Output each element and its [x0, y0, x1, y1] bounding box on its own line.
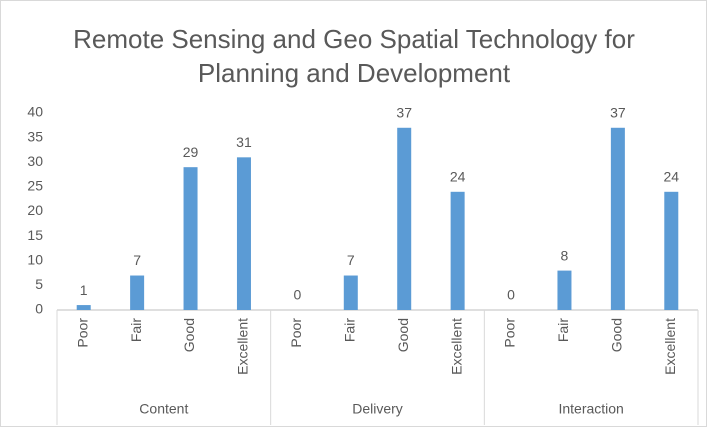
data-label: 29 [183, 144, 199, 160]
bar [183, 167, 198, 310]
y-tick-label: 0 [35, 301, 43, 317]
bar [557, 270, 572, 310]
x-tick-label: Excellent [235, 318, 251, 375]
y-tick-label: 10 [27, 251, 43, 267]
x-tick-label: Excellent [662, 318, 678, 375]
x-tick-label: Poor [74, 318, 90, 348]
bar [236, 157, 251, 310]
bar [343, 275, 358, 310]
x-tick-label: Fair [341, 318, 357, 342]
bar [130, 275, 145, 310]
data-label: 7 [347, 252, 355, 268]
data-label: 31 [236, 134, 252, 150]
data-label: 37 [396, 104, 412, 120]
group-label: Interaction [558, 401, 623, 417]
data-label: 37 [610, 104, 626, 120]
data-label: 8 [561, 247, 569, 263]
data-label: 0 [507, 287, 515, 303]
y-tick-label: 35 [27, 128, 43, 144]
data-label: 24 [664, 169, 680, 185]
data-label: 24 [450, 169, 466, 185]
y-tick-label: 25 [27, 178, 43, 194]
y-tick-label: 20 [27, 202, 43, 218]
x-tick-label: Fair [128, 318, 144, 342]
y-tick-label: 40 [27, 104, 43, 120]
bar [450, 191, 465, 310]
chart-title: Remote Sensing and Geo Spatial Technolog… [73, 24, 635, 88]
x-tick-label: Fair [555, 318, 571, 342]
data-label: 1 [80, 282, 88, 298]
group-label: Delivery [352, 401, 403, 417]
y-tick-label: 30 [27, 153, 43, 169]
bar [397, 127, 412, 311]
data-label: 7 [133, 252, 141, 268]
x-tick-label: Good [609, 318, 625, 352]
x-tick-label: Good [181, 318, 197, 352]
x-tick-label: Poor [288, 318, 304, 348]
x-tick-label: Excellent [448, 318, 464, 375]
y-tick-label: 15 [27, 227, 43, 243]
data-label: 0 [293, 287, 301, 303]
bar [76, 305, 91, 310]
bar [664, 191, 679, 310]
y-tick-label: 5 [35, 276, 43, 292]
x-tick-label: Good [395, 318, 411, 352]
group-label: Content [139, 401, 188, 417]
x-tick-label: Poor [502, 318, 518, 348]
bar [610, 127, 625, 311]
